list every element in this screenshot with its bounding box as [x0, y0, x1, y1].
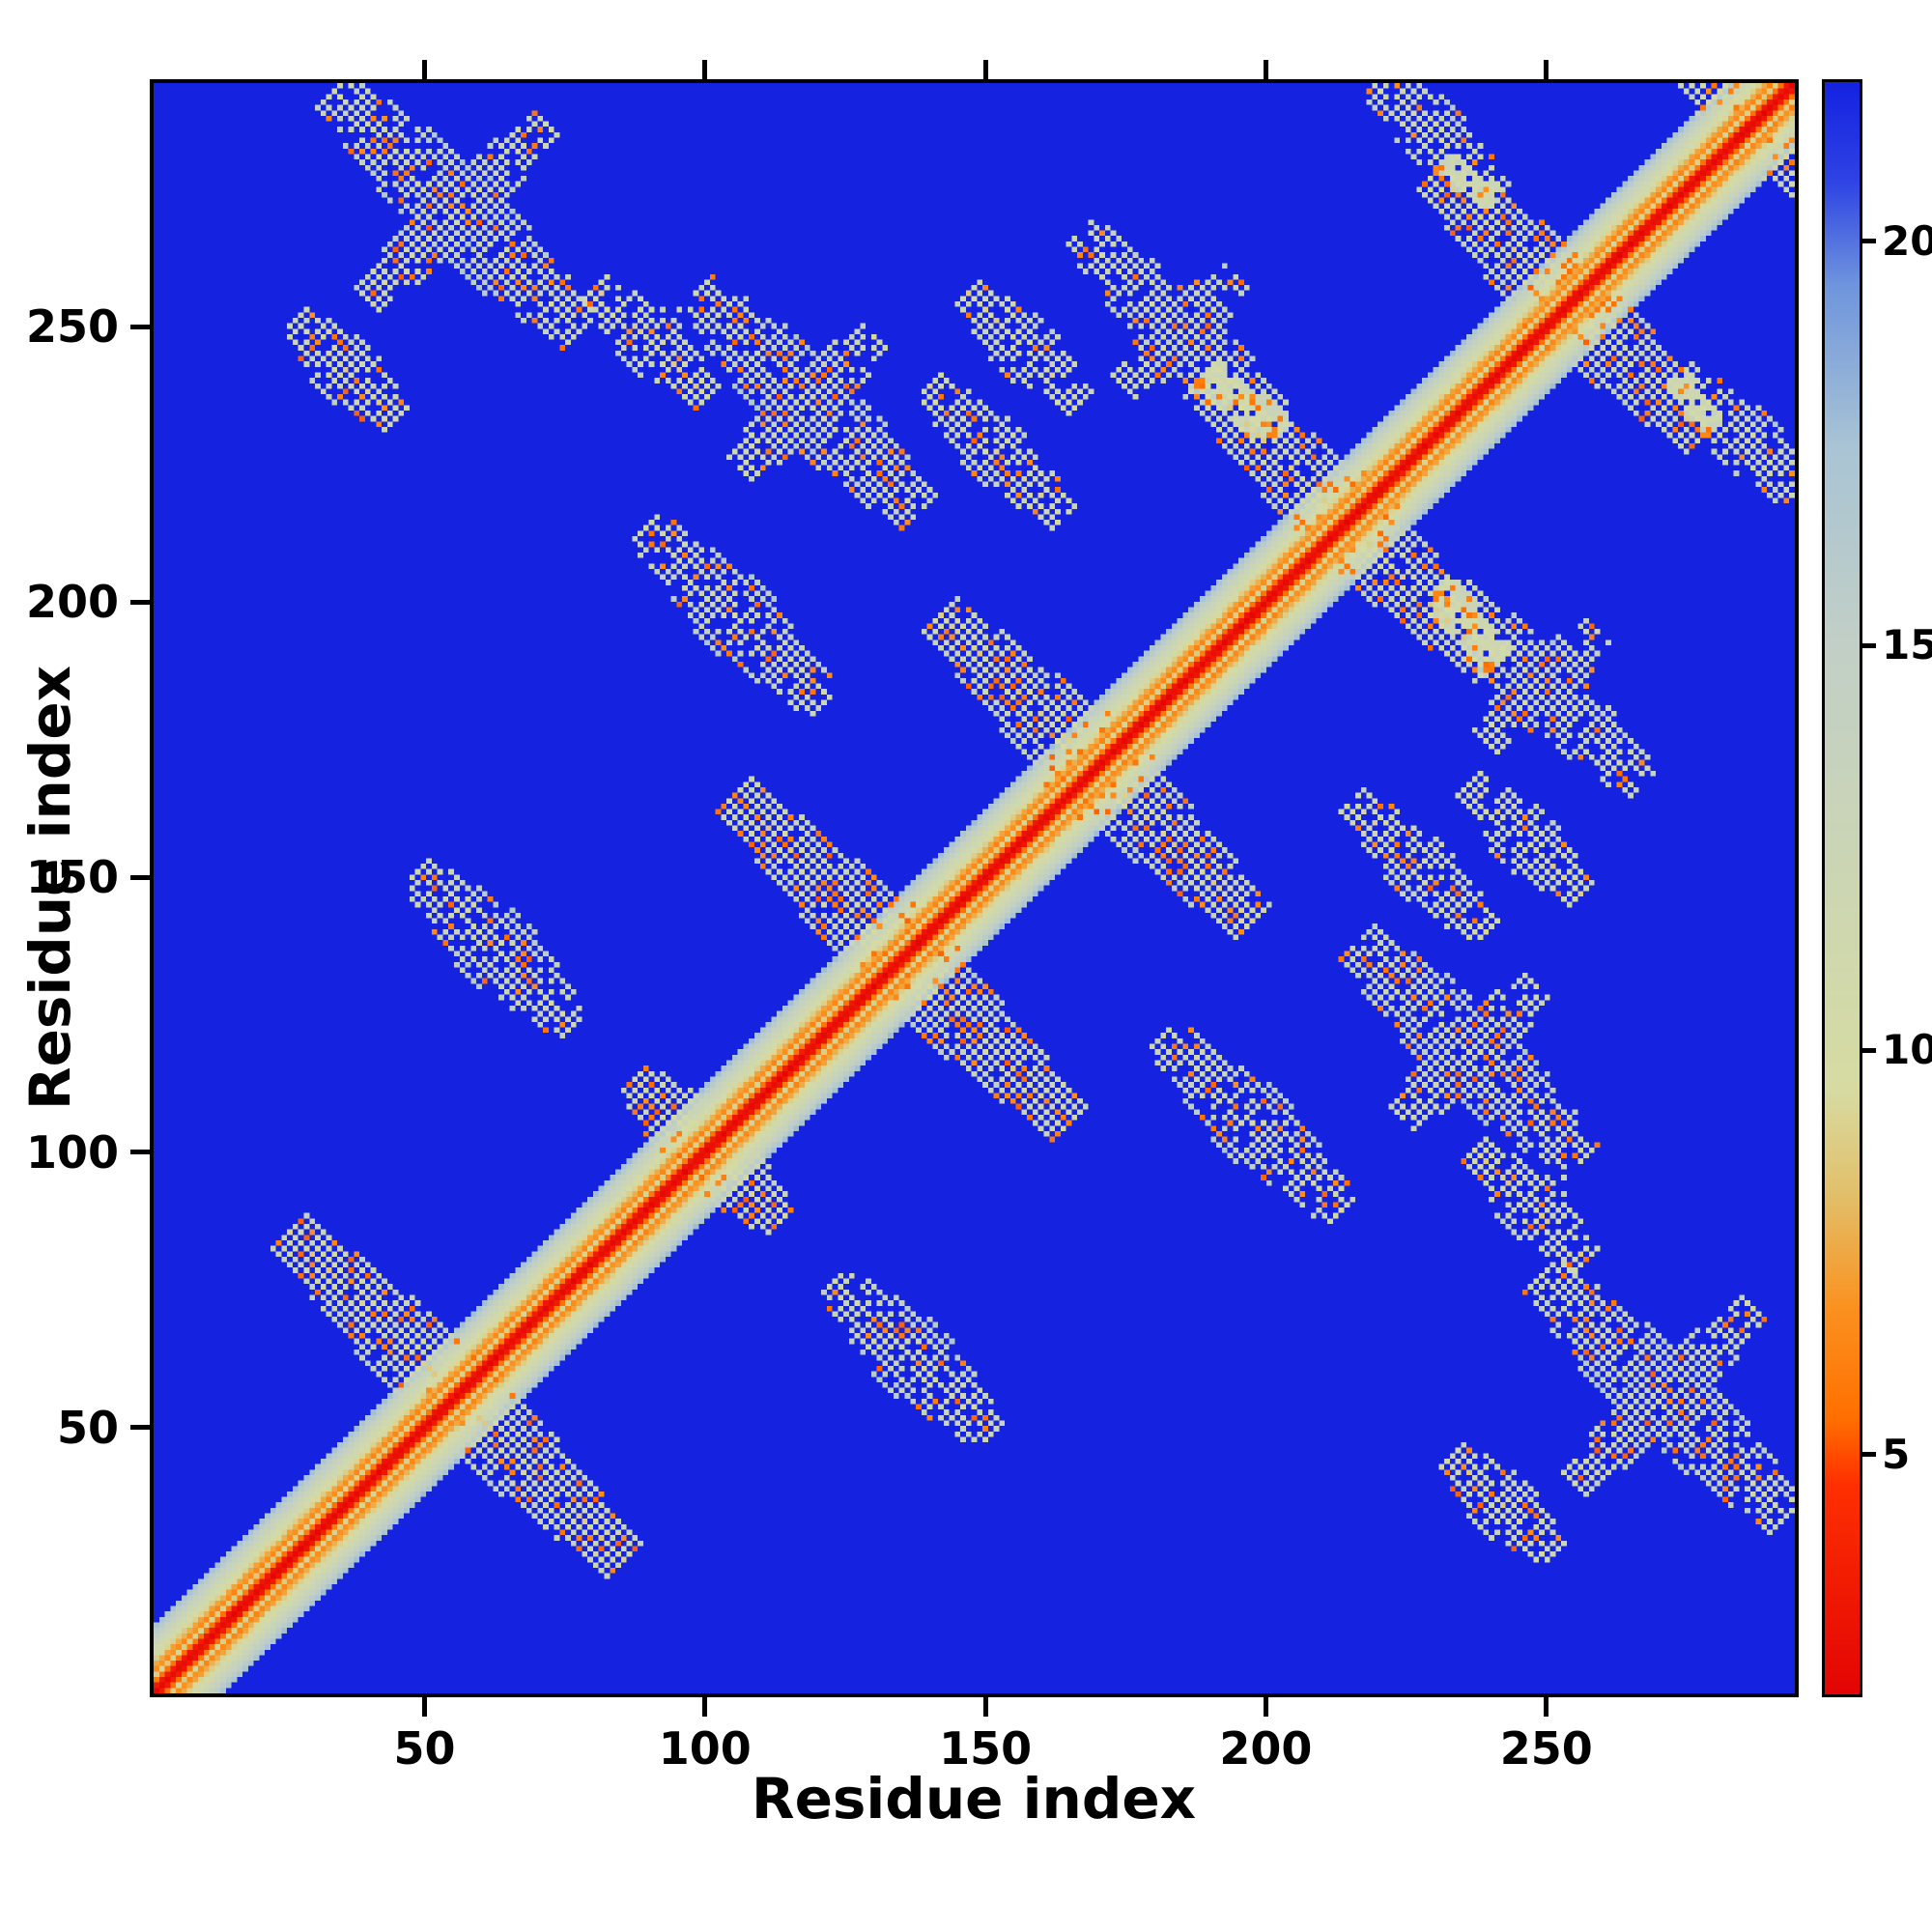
colorbar-tick-label: 15: [1882, 621, 1932, 669]
colorbar-tick-label: 10: [1882, 1026, 1932, 1073]
colorbar-tick-mark: [1862, 1047, 1876, 1053]
x-tick-mark-top: [422, 60, 427, 79]
x-tick-mark-top: [982, 60, 988, 79]
colorbar-tick-mark: [1862, 239, 1876, 243]
y-tick-label: 100: [25, 1125, 119, 1179]
colorbar-tick-mark: [1862, 642, 1876, 648]
contact-map-canvas: [154, 83, 1795, 1693]
y-tick-mark: [130, 874, 150, 880]
x-tick-mark-top: [1263, 60, 1268, 79]
colorbar-tick-label: 20: [1882, 216, 1932, 265]
x-tick-mark-top: [1544, 60, 1549, 79]
x-tick-mark-bottom: [982, 1697, 988, 1717]
x-axis-title: Residue index: [751, 1766, 1197, 1832]
x-tick-label: 100: [658, 1722, 752, 1775]
colorbar: [1822, 79, 1862, 1697]
x-tick-label: 250: [1499, 1722, 1593, 1775]
x-tick-mark-top: [702, 60, 708, 79]
y-tick-label: 200: [25, 576, 119, 629]
y-tick-label: 250: [25, 300, 119, 354]
y-tick-label: 50: [56, 1401, 119, 1454]
x-tick-mark-bottom: [702, 1697, 708, 1717]
x-tick-label: 150: [939, 1722, 1033, 1775]
colorbar-canvas: [1825, 82, 1860, 1694]
y-tick-mark: [130, 599, 150, 605]
y-tick-label: 150: [25, 851, 119, 904]
y-tick-mark: [130, 1425, 150, 1431]
y-tick-mark: [130, 1150, 150, 1155]
x-tick-mark-bottom: [1263, 1697, 1268, 1717]
x-tick-label: 50: [393, 1722, 456, 1775]
x-tick-label: 200: [1219, 1722, 1313, 1775]
x-tick-mark-bottom: [422, 1697, 427, 1717]
plot-area: [150, 79, 1799, 1697]
colorbar-tick-label: 5: [1882, 1430, 1911, 1478]
x-tick-mark-bottom: [1544, 1697, 1549, 1717]
y-tick-mark: [130, 324, 150, 329]
colorbar-tick-mark: [1862, 1452, 1876, 1458]
